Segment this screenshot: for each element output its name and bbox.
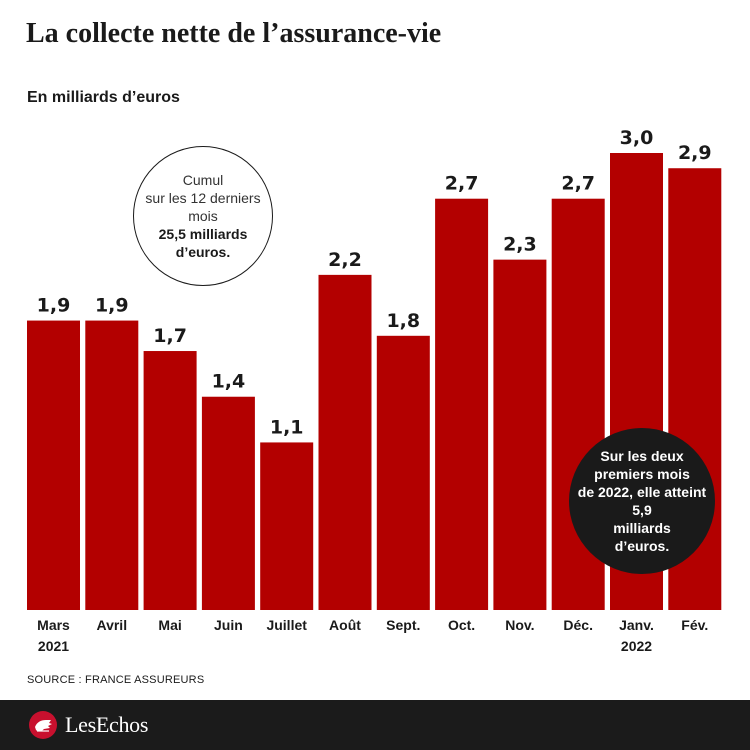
bar-3 bbox=[143, 351, 197, 610]
bar-value-label: 1,4 bbox=[212, 371, 246, 393]
year2022-line-6: d’euros. bbox=[614, 538, 670, 554]
bar-value-label: 2,7 bbox=[561, 173, 595, 195]
bar-8 bbox=[435, 198, 489, 610]
bar-value-label: 2,3 bbox=[503, 234, 537, 256]
chart-subtitle: En milliards d’euros bbox=[27, 89, 180, 106]
bar-value-label: 2,7 bbox=[445, 173, 479, 195]
bar-value-label: 1,8 bbox=[386, 310, 420, 332]
year2022-line-3: de 2022, elle atteint bbox=[577, 484, 707, 500]
month-tick-label: Janv. bbox=[619, 617, 654, 633]
cumul-annotation-bubble: Cumul sur les 12 derniers mois 25,5 mill… bbox=[133, 146, 273, 286]
bar-value-label: 3,0 bbox=[620, 127, 654, 149]
bar-6 bbox=[318, 274, 372, 610]
cumul-line-3: mois bbox=[188, 208, 218, 224]
les-echos-logo-text: LesEchos bbox=[65, 712, 149, 737]
bar-value-label: 1,9 bbox=[37, 295, 71, 317]
bar-value-label: 2,2 bbox=[328, 249, 362, 271]
month-tick-label: Mars bbox=[37, 617, 70, 633]
month-tick-label: Mai bbox=[158, 617, 181, 633]
bar-value-label: 2,9 bbox=[678, 142, 712, 164]
bar-chart: 1,9 Mars 2021 1,9 Avril 1,7 Mai 1,4 Juin 1,1 Juill… bbox=[27, 127, 722, 654]
year2022-line-5: milliards bbox=[613, 520, 671, 536]
month-tick-label: Nov. bbox=[505, 617, 534, 633]
cumul-bold-line-1: 25,5 milliards bbox=[158, 226, 248, 242]
source-note: SOURCE : FRANCE ASSUREURS bbox=[27, 674, 205, 686]
bar-value-label: 1,1 bbox=[270, 416, 304, 438]
month-tick-label: Août bbox=[329, 617, 361, 633]
month-tick-label: Juin bbox=[214, 617, 243, 633]
year2022-line-4: 5,9 bbox=[632, 502, 652, 518]
month-tick-label: Déc. bbox=[563, 617, 593, 633]
month-tick-label: Sept. bbox=[386, 617, 420, 633]
bar-value-label: 1,7 bbox=[153, 325, 187, 347]
footer-bar: LesEchos bbox=[0, 700, 750, 750]
les-echos-hand-icon bbox=[29, 711, 57, 739]
bar-5 bbox=[260, 442, 314, 610]
year-tick-label: 2021 bbox=[38, 638, 69, 654]
month-tick-label: Fév. bbox=[681, 617, 708, 633]
bar-2 bbox=[85, 320, 139, 610]
bar-7 bbox=[376, 335, 430, 610]
bar-1 bbox=[27, 320, 80, 610]
cumul-bold-line-2: d’euros. bbox=[175, 244, 231, 260]
cumul-line-1: Cumul bbox=[182, 172, 224, 188]
year2022-line-2: premiers mois bbox=[594, 466, 690, 482]
cumul-line-2: sur les 12 derniers bbox=[145, 190, 261, 206]
year2022-line-1: Sur les deux bbox=[600, 448, 684, 464]
bar-4 bbox=[201, 396, 255, 610]
month-tick-label: Avril bbox=[96, 617, 127, 633]
year-tick-label: 2022 bbox=[621, 638, 652, 654]
month-tick-label: Juillet bbox=[266, 617, 307, 633]
chart-title: La collecte nette de l’assurance-vie bbox=[26, 18, 442, 49]
bar-9 bbox=[493, 259, 547, 610]
month-tick-label: Oct. bbox=[448, 617, 475, 633]
year-2022-annotation-bubble: Sur les deux premiers mois de 2022, elle… bbox=[569, 428, 715, 574]
bar-value-label: 1,9 bbox=[95, 295, 129, 317]
